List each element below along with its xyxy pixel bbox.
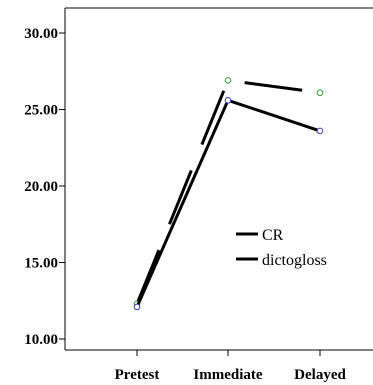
y-tick-label: 30.00 — [24, 26, 58, 42]
data-point-dictogloss-pretest — [133, 303, 141, 311]
data-point-dictogloss-immediate — [224, 97, 232, 104]
y-axis-ticks: 10.00 15.00 20.00 25.00 30.00 — [24, 26, 65, 348]
chart-series — [133, 77, 324, 311]
x-tick-label: Pretest — [115, 367, 160, 383]
series-line-dictogloss — [135, 98, 321, 308]
y-tick-label: 15.00 — [24, 256, 58, 272]
data-point-dictogloss-delayed — [316, 127, 324, 135]
y-tick-label: 20.00 — [24, 179, 58, 195]
series-line-cr — [135, 78, 321, 305]
legend-label: dictogloss — [262, 252, 327, 269]
y-tick-label: 25.00 — [24, 103, 58, 119]
x-tick-label: Delayed — [294, 367, 346, 383]
data-point-cr-delayed — [316, 89, 324, 96]
chart-axes — [64, 7, 373, 351]
data-point-cr-immediate — [224, 77, 232, 84]
x-axis-ticks: Pretest Immediate Delayed — [115, 350, 346, 383]
x-tick-label: Immediate — [193, 367, 262, 383]
legend-label: CR — [262, 227, 284, 244]
y-tick-label: 10.00 — [24, 332, 58, 348]
chart-legend: CR dictogloss — [236, 227, 327, 269]
